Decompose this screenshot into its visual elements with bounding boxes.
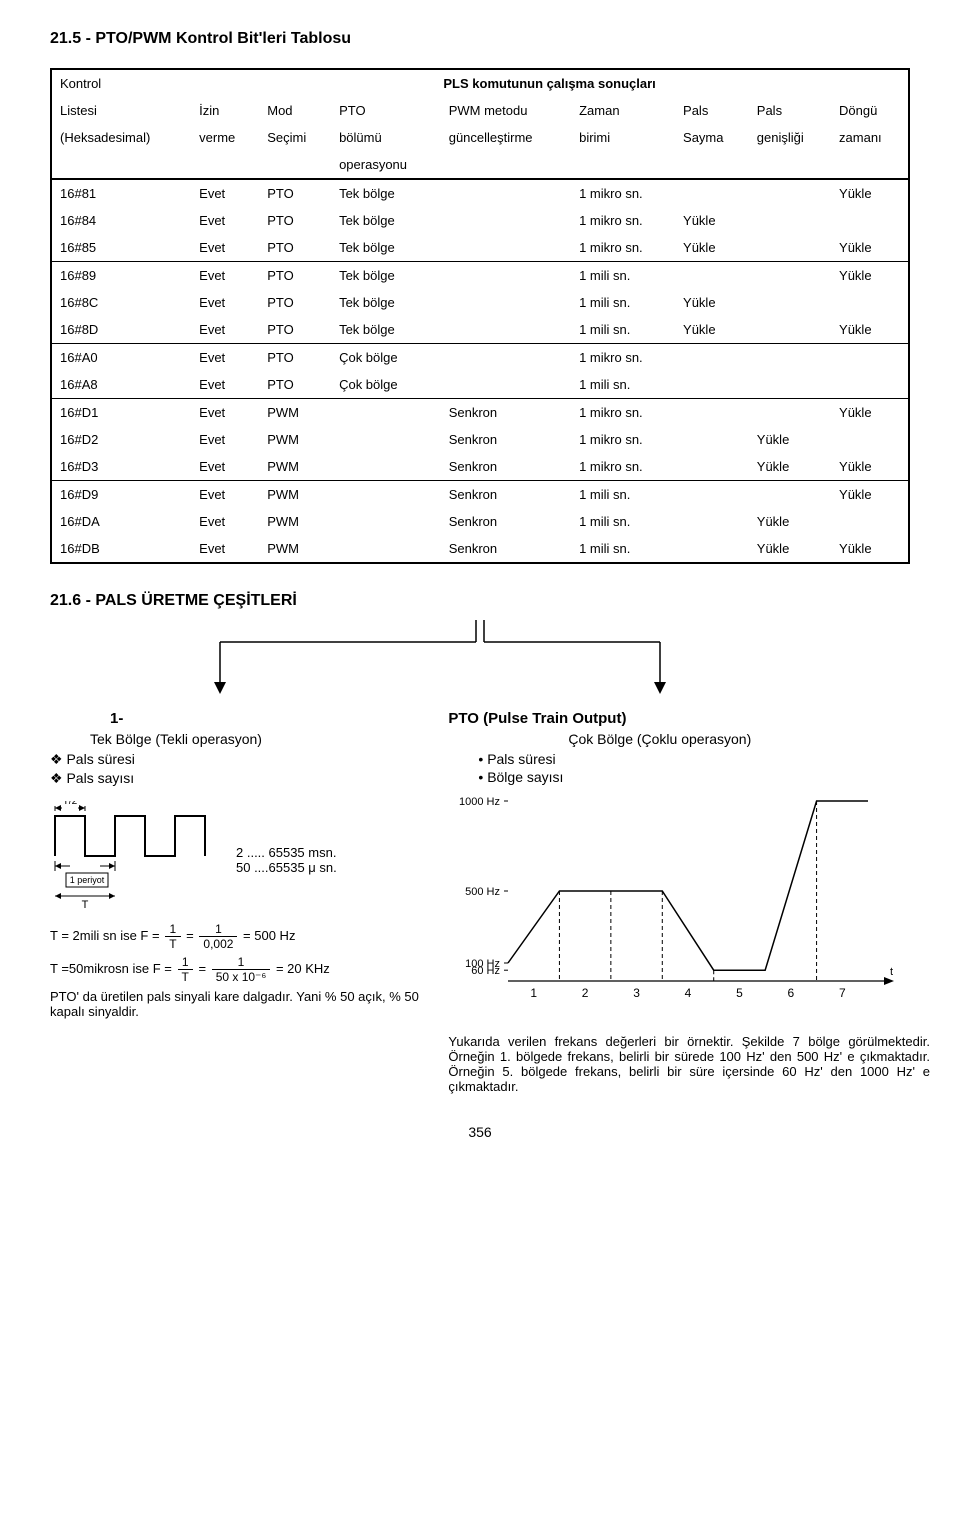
page-title: 21.5 - PTO/PWM Kontrol Bit'leri Tablosu bbox=[50, 30, 910, 48]
range-line-2: 50 ....65535 μ sn. bbox=[236, 860, 337, 875]
f2-lead: T =50mikrosn ise F = bbox=[50, 961, 172, 976]
x-axis-label: 3 bbox=[634, 986, 641, 1000]
x-axis-label: 5 bbox=[736, 986, 743, 1000]
table-row: 16#D2EvetPWMSenkron1 mikro sn.Yükle bbox=[51, 426, 909, 453]
right-column: PTO (Pulse Train Output) Çok Bölge (Çokl… bbox=[448, 708, 930, 1094]
y-axis-label: 1000 Hz bbox=[459, 796, 500, 808]
table-row: 16#8DEvetPTOTek bölge1 mili sn.YükleYükl… bbox=[51, 316, 909, 344]
left-column: 1- Tek Bölge (Tekli operasyon) Pals süre… bbox=[50, 708, 428, 1094]
table-row: 16#81EvetPTOTek bölge1 mikro sn.Yükle bbox=[51, 179, 909, 207]
x-axis-label: 4 bbox=[685, 986, 692, 1000]
formula-block: T = 2mili sn ise F = 1T = 10,002 = 500 H… bbox=[50, 923, 428, 983]
x-axis-label: 6 bbox=[788, 986, 795, 1000]
left-num: 1- bbox=[110, 710, 428, 727]
table-row: 16#A8EvetPTOÇok bölge1 mili sn. bbox=[51, 371, 909, 399]
left-bullet-2: Pals sayısı bbox=[50, 770, 428, 787]
right-paragraph: Yukarıda verilen frekans değerleri bir ö… bbox=[448, 1034, 930, 1094]
y-axis-label: 60 Hz bbox=[472, 965, 501, 977]
x-axis-label: 2 bbox=[582, 986, 589, 1000]
right-subtitle: Çok Bölge (Çoklu operasyon) bbox=[568, 731, 930, 747]
table-row: 16#8CEvetPTOTek bölge1 mili sn.Yükle bbox=[51, 289, 909, 316]
fork-diagram bbox=[100, 620, 860, 700]
x-axis-end-label: t bbox=[890, 966, 893, 978]
period-label: 1 periyot bbox=[70, 875, 105, 885]
x-axis-label: 7 bbox=[839, 986, 846, 1000]
table-row: 16#85EvetPTOTek bölge1 mikro sn.YükleYük… bbox=[51, 234, 909, 262]
diagram-container: 1- Tek Bölge (Tekli operasyon) Pals süre… bbox=[50, 620, 910, 1094]
table-row: 16#89EvetPTOTek bölge1 mili sn.Yükle bbox=[51, 262, 909, 290]
table-row: 16#DAEvetPWMSenkron1 mili sn.Yükle bbox=[51, 508, 909, 535]
table-row: 16#D9EvetPWMSenkron1 mili sn.Yükle bbox=[51, 481, 909, 509]
table-row: 16#D3EvetPWMSenkron1 mikro sn.YükleYükle bbox=[51, 453, 909, 481]
control-bits-table: KontrolPLS komutunun çalışma sonuçlarıLi… bbox=[50, 68, 910, 564]
pto-note: PTO' da üretilen pals sinyali kare dalga… bbox=[50, 989, 428, 1019]
right-heading: PTO (Pulse Train Output) bbox=[448, 710, 930, 727]
table-row: 16#D1EvetPWMSenkron1 mikro sn.Yükle bbox=[51, 399, 909, 427]
f1-tail: = 500 Hz bbox=[243, 928, 295, 943]
page-number: 356 bbox=[50, 1124, 910, 1140]
x-axis-label: 1 bbox=[531, 986, 538, 1000]
range-line-1: 2 ..... 65535 msn. bbox=[236, 845, 337, 860]
section-heading-21-6: 21.6 - PALS ÜRETME ÇEŞİTLERİ bbox=[50, 592, 910, 610]
t-label: T bbox=[82, 899, 89, 911]
left-bullet-1: Pals süresi bbox=[50, 751, 428, 768]
table-row: 16#84EvetPTOTek bölge1 mikro sn.Yükle bbox=[51, 207, 909, 234]
right-bullet-2: Bölge sayısı bbox=[478, 769, 930, 785]
f1-lead: T = 2mili sn ise F = bbox=[50, 928, 160, 943]
f2-tail: = 20 KHz bbox=[276, 961, 330, 976]
t2-label: T/2 bbox=[63, 801, 78, 807]
table-row: 16#A0EvetPTOÇok bölge1 mikro sn. bbox=[51, 344, 909, 372]
table-row: 16#DBEvetPWMSenkron1 mili sn.YükleYükle bbox=[51, 535, 909, 563]
y-axis-label: 500 Hz bbox=[466, 886, 501, 898]
pulse-train-diagram: T/2 1 periyot T bbox=[50, 801, 220, 911]
frequency-chart: 1000 Hz500 Hz100 Hz60 Hzt1234567 bbox=[448, 791, 918, 1021]
right-bullet-1: Pals süresi bbox=[478, 751, 930, 767]
left-subtitle: Tek Bölge (Tekli operasyon) bbox=[90, 731, 428, 747]
